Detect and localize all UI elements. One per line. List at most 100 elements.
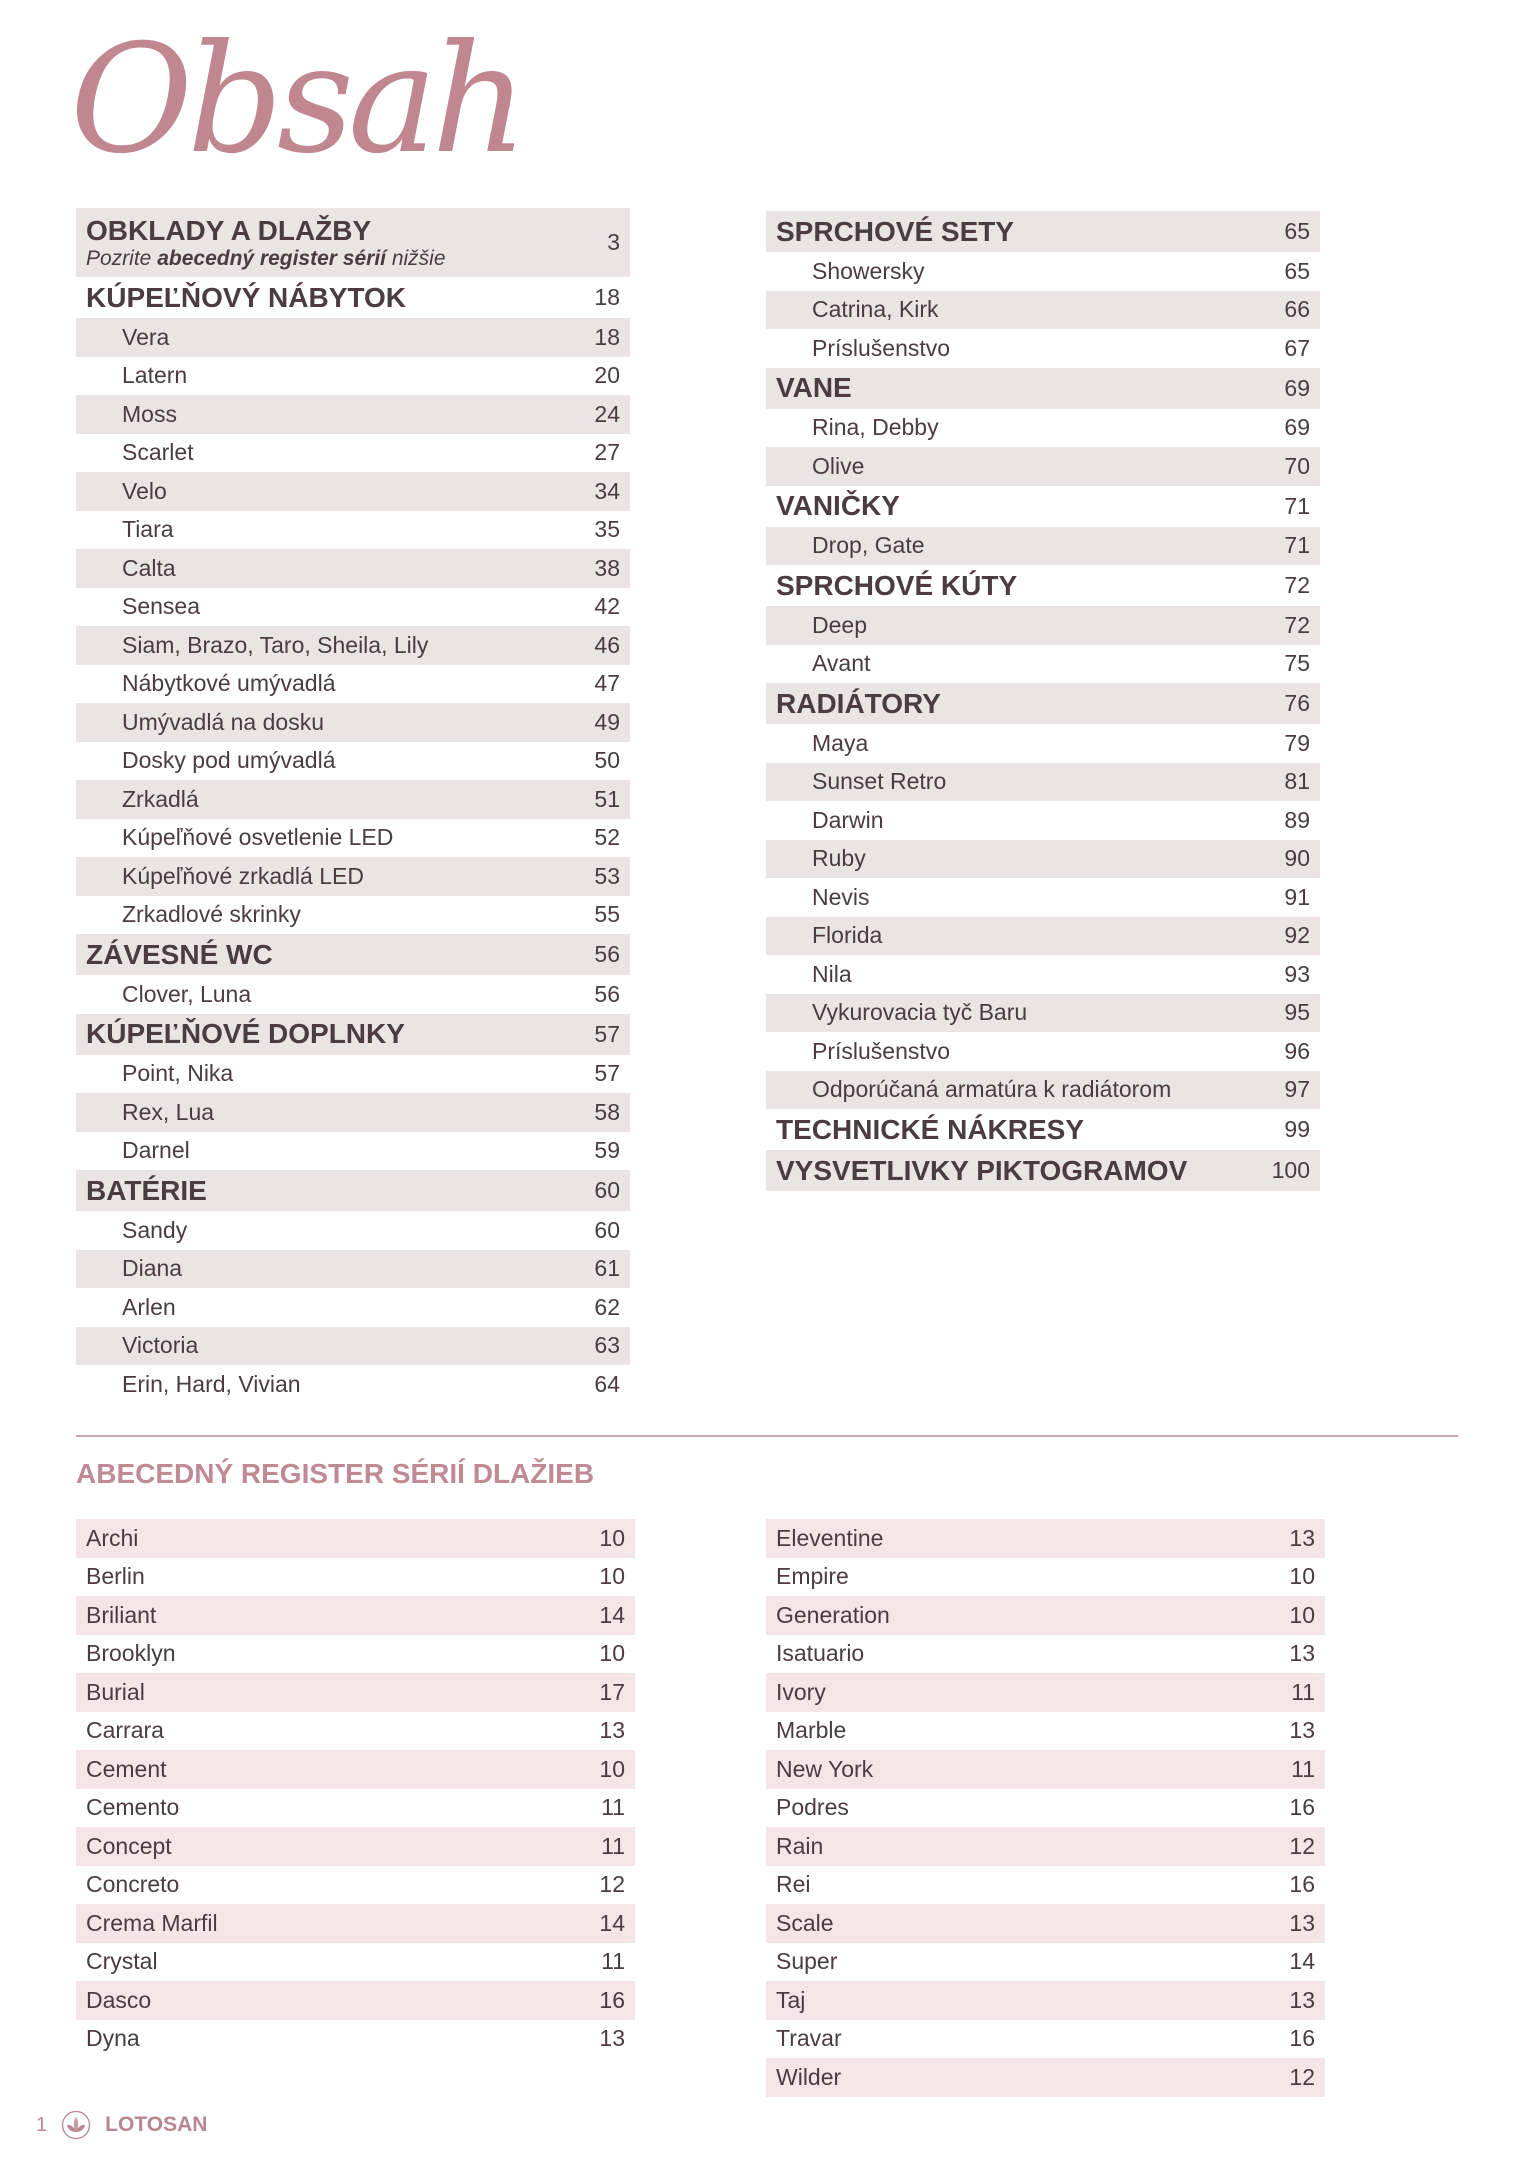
toc-item[interactable]: Rex, Lua 58	[76, 1093, 630, 1132]
register-item[interactable]: Concept 11	[76, 1827, 635, 1866]
register-item[interactable]: Cement 10	[76, 1750, 635, 1789]
toc-item[interactable]: Clover, Luna 56	[76, 975, 630, 1014]
toc-item[interactable]: Avant 75	[766, 645, 1320, 684]
toc-item[interactable]: Darwin 89	[766, 801, 1320, 840]
register-item[interactable]: Dyna 13	[76, 2020, 635, 2059]
toc-item[interactable]: Velo 34	[76, 472, 630, 511]
toc-item[interactable]: KÚPEĽŇOVÝ NÁBYTOK 18	[76, 277, 630, 318]
toc-item[interactable]: KÚPEĽŇOVÉ DOPLNKY 57	[76, 1013, 630, 1055]
toc-item[interactable]: Zrkadlové skrinky 55	[76, 896, 630, 935]
toc-item[interactable]: BATÉRIE 60	[76, 1170, 630, 1211]
toc-item[interactable]: Kúpeľňové zrkadlá LED 53	[76, 857, 630, 896]
register-item[interactable]: Crystal 11	[76, 1943, 635, 1982]
toc-item[interactable]: Victoria 63	[76, 1326, 630, 1365]
toc-item[interactable]: Odporúčaná armatúra k radiátorom 97	[766, 1070, 1320, 1109]
toc-item[interactable]: Príslušenstvo 67	[766, 329, 1320, 368]
register-item[interactable]: Dasco 16	[76, 1981, 635, 2020]
item-label: Briliant	[86, 1601, 157, 1628]
register-item[interactable]: Super 14	[766, 1943, 1325, 1982]
toc-item[interactable]: Sensea 42	[76, 588, 630, 627]
item-label: Velo	[122, 477, 167, 504]
toc-item[interactable]: Zrkadlá 51	[76, 780, 630, 819]
toc-item[interactable]: Erin, Hard, Vivian 64	[76, 1365, 630, 1404]
toc-item[interactable]: Florida 92	[766, 916, 1320, 955]
toc-item[interactable]: SPRCHOVÉ SETY 65	[766, 211, 1320, 252]
toc-item[interactable]: Catrina, Kirk 66	[766, 290, 1320, 329]
register-item[interactable]: Generation 10	[766, 1596, 1325, 1635]
toc-item[interactable]: Calta 38	[76, 549, 630, 588]
item-page: 16	[1289, 2025, 1315, 2052]
item-label: Empire	[776, 1563, 849, 1590]
item-label: Odporúčaná armatúra k radiátorom	[812, 1076, 1172, 1103]
toc-item[interactable]: Tiara 35	[76, 511, 630, 550]
register-item[interactable]: Eleventine 13	[766, 1519, 1325, 1558]
item-label: Sandy	[122, 1216, 188, 1243]
toc-item[interactable]: Nevis 91	[766, 878, 1320, 917]
toc-item[interactable]: TECHNICKÉ NÁKRESY 99	[766, 1109, 1320, 1150]
register-item[interactable]: Cemento 11	[76, 1789, 635, 1828]
register-item[interactable]: Concreto 12	[76, 1866, 635, 1905]
register-item[interactable]: Carrara 13	[76, 1712, 635, 1751]
toc-item[interactable]: Deep 72	[766, 606, 1320, 645]
item-label: Scale	[776, 1909, 834, 1936]
register-item[interactable]: Travar 16	[766, 2020, 1325, 2059]
toc-item[interactable]: Siam, Brazo, Taro, Sheila, Lily 46	[76, 626, 630, 665]
toc-item[interactable]: Moss 24	[76, 395, 630, 434]
register-item[interactable]: Berlin 10	[76, 1558, 635, 1597]
toc-item[interactable]: Olive 70	[766, 447, 1320, 486]
item-label: Wilder	[776, 2063, 842, 2090]
register-item[interactable]: Archi 10	[76, 1519, 635, 1558]
toc-item[interactable]: Showersky 65	[766, 252, 1320, 291]
register-item[interactable]: Scale 13	[766, 1904, 1325, 1943]
register-item[interactable]: Marble 13	[766, 1712, 1325, 1751]
toc-item[interactable]: Latern 20	[76, 357, 630, 396]
toc-item[interactable]: Ruby 90	[766, 839, 1320, 878]
toc-item[interactable]: Sunset Retro 81	[766, 762, 1320, 801]
register-item[interactable]: Isatuario 13	[766, 1635, 1325, 1674]
toc-item[interactable]: Kúpeľňové osvetlenie LED 52	[76, 819, 630, 858]
toc-item[interactable]: Scarlet 27	[76, 434, 630, 473]
toc-item[interactable]: Arlen 62	[76, 1288, 630, 1327]
lotus-icon	[61, 2110, 91, 2140]
toc-item[interactable]: ZÁVESNÉ WC 56	[76, 934, 630, 975]
register-item[interactable]: Burial 17	[76, 1673, 635, 1712]
toc-item[interactable]: SPRCHOVÉ KÚTY 72	[766, 565, 1320, 606]
item-page: 16	[1289, 1871, 1315, 1898]
toc-item[interactable]: Príslušenstvo 96	[766, 1032, 1320, 1071]
toc-item[interactable]: Nila 93	[766, 955, 1320, 994]
item-page: 90	[1284, 845, 1310, 872]
toc-item[interactable]: Dosky pod umývadlá 50	[76, 742, 630, 781]
register-item[interactable]: New York 11	[766, 1750, 1325, 1789]
toc-item[interactable]: Rina, Debby 69	[766, 409, 1320, 448]
toc-item[interactable]: Point, Nika 57	[76, 1055, 630, 1094]
item-page: 60	[594, 1216, 620, 1243]
toc-item[interactable]: VANE 69	[766, 367, 1320, 409]
item-label: Ruby	[812, 845, 866, 872]
register-item[interactable]: Crema Marfil 14	[76, 1904, 635, 1943]
register-item[interactable]: Rei 16	[766, 1866, 1325, 1905]
toc-item[interactable]: RADIÁTORY 76	[766, 683, 1320, 724]
toc-item[interactable]: Drop, Gate 71	[766, 526, 1320, 565]
register-item[interactable]: Empire 10	[766, 1558, 1325, 1597]
item-label: Drop, Gate	[812, 532, 925, 559]
toc-item[interactable]: Diana 61	[76, 1249, 630, 1288]
toc-item[interactable]: Vera 18	[76, 318, 630, 357]
toc-item[interactable]: Nábytkové umývadlá 47	[76, 665, 630, 704]
toc-item[interactable]: VYSVETLIVKY PIKTOGRAMOV 100	[766, 1150, 1320, 1191]
toc-item[interactable]: Umývadlá na dosku 49	[76, 703, 630, 742]
toc-item[interactable]: VANIČKY 71	[766, 486, 1320, 527]
item-page: 63	[594, 1332, 620, 1359]
register-item[interactable]: Brooklyn 10	[76, 1635, 635, 1674]
register-item[interactable]: Ivory 11	[766, 1673, 1325, 1712]
register-item[interactable]: Briliant 14	[76, 1596, 635, 1635]
toc-item[interactable]: Darnel 59	[76, 1132, 630, 1171]
register-item[interactable]: Taj 13	[766, 1981, 1325, 2020]
register-item[interactable]: Wilder 12	[766, 2058, 1325, 2097]
toc-item[interactable]: Maya 79	[766, 724, 1320, 763]
toc-item[interactable]: Vykurovacia tyč Baru 95	[766, 993, 1320, 1032]
toc-item[interactable]: Sandy 60	[76, 1211, 630, 1250]
register-item[interactable]: Rain 12	[766, 1827, 1325, 1866]
item-label: Maya	[812, 729, 869, 756]
toc-item-obklady[interactable]: OBKLADY A DLAŽBY Pozrite abecedný regist…	[76, 208, 630, 277]
register-item[interactable]: Podres 16	[766, 1789, 1325, 1828]
